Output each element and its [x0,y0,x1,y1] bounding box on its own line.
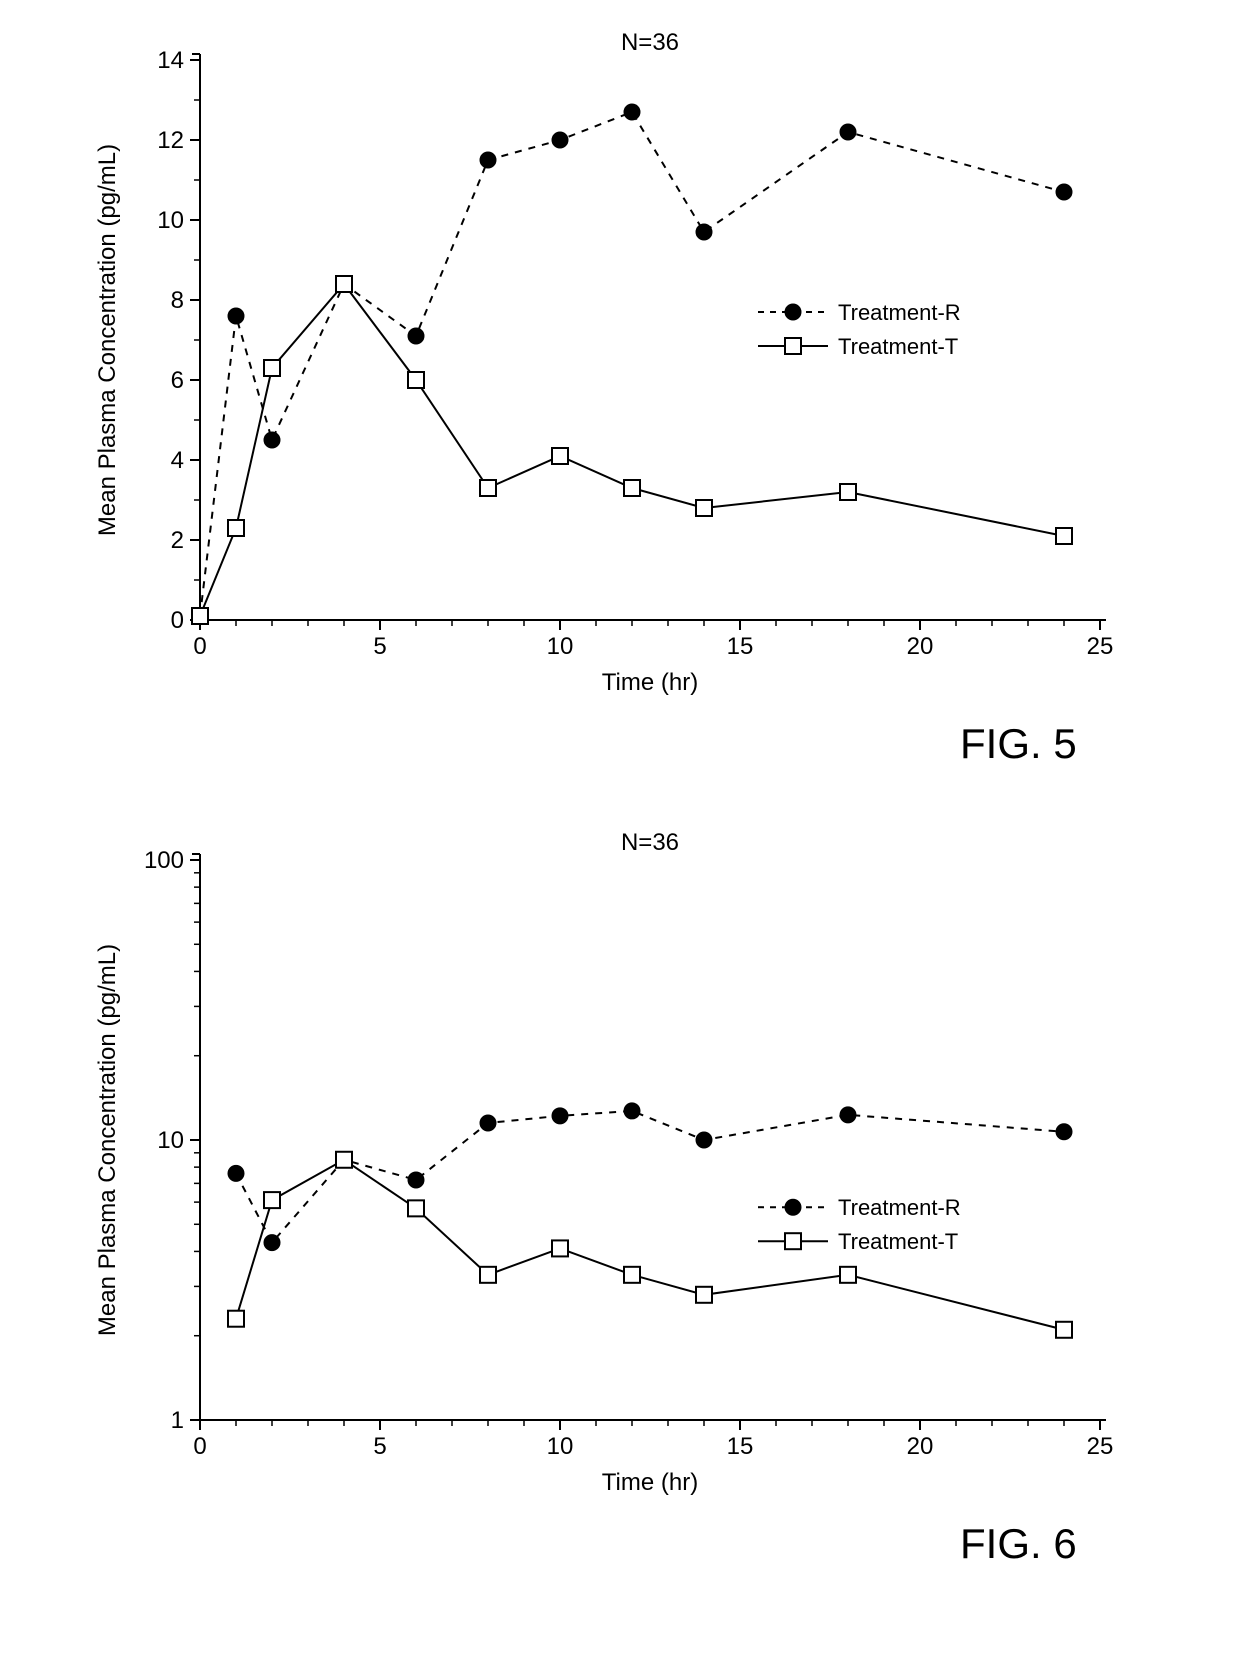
svg-text:Treatment-T: Treatment-T [838,1229,958,1254]
figure-label-fig5: FIG. 5 [960,720,1077,768]
svg-text:8: 8 [171,287,184,314]
svg-text:0: 0 [193,633,206,660]
svg-text:0: 0 [193,1433,206,1460]
svg-text:4: 4 [171,447,184,474]
svg-text:Time (hr): Time (hr) [602,669,698,696]
svg-text:10: 10 [157,1127,184,1154]
svg-text:6: 6 [171,367,184,394]
page: N=36051015202502468101214Time (hr)Mean P… [0,0,1240,1664]
svg-text:15: 15 [727,633,754,660]
svg-text:100: 100 [144,847,184,874]
svg-text:Treatment-R: Treatment-R [838,1195,961,1220]
chart-fig5: N=36 0 5 10 15 20 25 0 2 4 6 8 10 12 14 Time (hr) Mean P… [0,0,1240,785]
svg-text:20: 20 [907,633,934,660]
svg-text:N=36: N=36 [621,829,679,856]
svg-text:5: 5 [373,1433,386,1460]
figure-label-fig6: FIG. 6 [960,1520,1077,1568]
svg-text:14: 14 [157,47,184,74]
svg-text:1: 1 [171,1407,184,1434]
svg-text:2: 2 [171,527,184,554]
svg-text:10: 10 [547,633,574,660]
svg-text:Mean Plasma Concentration (pg/: Mean Plasma Concentration (pg/mL) [94,944,121,1336]
svg-text:Treatment-R: Treatment-R [838,300,961,325]
svg-text:Treatment-T: Treatment-T [838,334,958,359]
svg-text:0: 0 [171,607,184,634]
svg-text:5: 5 [373,633,386,660]
chart-svg-fig5: N=36 0 5 10 15 20 25 0 2 4 6 8 10 12 14 Time (hr) Mean P… [0,0,1240,780]
svg-text:N=36: N=36 [621,29,679,56]
svg-text:20: 20 [907,1433,934,1460]
svg-text:25: 25 [1087,633,1114,660]
svg-text:Mean Plasma Concentration (pg/: Mean Plasma Concentration (pg/mL) [94,144,121,536]
svg-text:10: 10 [547,1433,574,1460]
svg-text:15: 15 [727,1433,754,1460]
svg-text:Time (hr): Time (hr) [602,1469,698,1496]
svg-text:25: 25 [1087,1433,1114,1460]
svg-text:12: 12 [157,127,184,154]
chart-fig6: N=36 0 5 10 15 20 25 1 10 100 Time (hr) Mean Plasma… [0,800,1240,1585]
chart-svg-fig6: N=36 0 5 10 15 20 25 1 10 100 Time (hr) Mean Plasma… [0,800,1240,1580]
svg-text:10: 10 [157,207,184,234]
